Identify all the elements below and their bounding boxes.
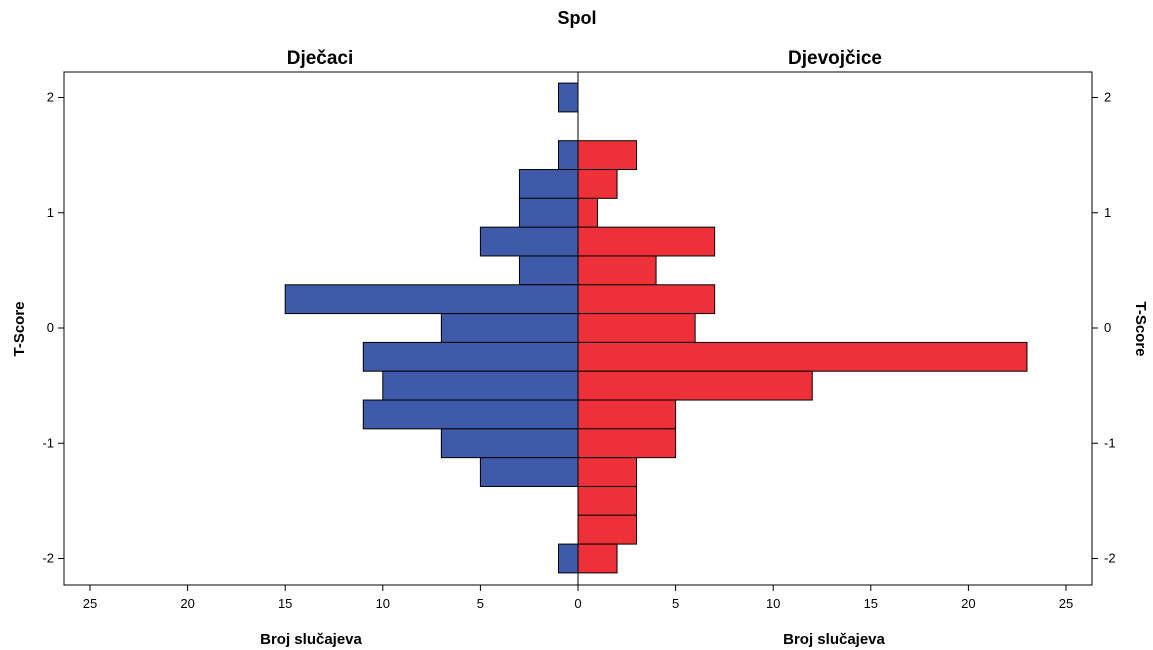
x-tick-label: 5 bbox=[477, 596, 484, 611]
x-tick-label: 20 bbox=[180, 596, 194, 611]
axes-group: 2 21 10 0-1 -1-2 -225 20 15 10 5 0 5 10 15 20 25 bbox=[42, 72, 1116, 611]
x-tick-label: 10 bbox=[376, 596, 390, 611]
y-tick-label-left: 1 bbox=[47, 205, 54, 220]
bar-right-2 bbox=[577, 169, 618, 199]
y-tick-label-left: -1 bbox=[42, 435, 54, 450]
x-tick-label: 25 bbox=[1059, 596, 1073, 611]
bar-right-13 bbox=[577, 485, 638, 516]
bar-right-1 bbox=[577, 140, 638, 171]
bar-left-0 bbox=[557, 82, 579, 113]
bar-left-11 bbox=[440, 428, 579, 459]
bars-group bbox=[284, 82, 1028, 574]
y-tick-label-right: -2 bbox=[1104, 551, 1116, 566]
bar-left-9 bbox=[382, 370, 579, 401]
panel-title-right: Djevojčice bbox=[788, 48, 882, 69]
y-tick-label-right: -1 bbox=[1104, 435, 1116, 450]
chart-title: Spol bbox=[558, 8, 597, 28]
x-tick-label: 25 bbox=[83, 596, 97, 611]
bar-left-8 bbox=[362, 341, 579, 372]
y-tick-label-left: 2 bbox=[47, 90, 54, 105]
x-tick-label: 15 bbox=[278, 596, 292, 611]
bar-left-7 bbox=[440, 313, 579, 343]
bar-left-12 bbox=[479, 457, 579, 487]
bar-left-4 bbox=[479, 226, 579, 257]
bar-right-12 bbox=[577, 457, 638, 487]
y-axis-title-left: T-Score bbox=[11, 301, 28, 356]
bar-right-10 bbox=[577, 399, 677, 430]
x-tick-label: 20 bbox=[961, 596, 975, 611]
x-axis-title-left: Broj slučajeva bbox=[260, 631, 362, 648]
bar-right-8 bbox=[577, 341, 1028, 372]
y-tick-label-left: 0 bbox=[47, 320, 54, 335]
x-axis-title-right: Broj slučajeva bbox=[783, 631, 885, 648]
bar-right-7 bbox=[577, 313, 696, 343]
bar-left-6 bbox=[284, 284, 579, 315]
bar-right-9 bbox=[577, 370, 813, 401]
y-tick-label-right: 2 bbox=[1104, 90, 1111, 105]
x-tick-label: 5 bbox=[672, 596, 679, 611]
y-tick-label-right: 1 bbox=[1104, 205, 1111, 220]
bar-left-5 bbox=[518, 255, 579, 286]
y-tick-label-right: 0 bbox=[1104, 320, 1111, 335]
panel-title-left: Dječaci bbox=[287, 48, 354, 69]
bar-right-3 bbox=[577, 197, 599, 228]
bar-right-11 bbox=[577, 428, 677, 459]
bar-left-3 bbox=[518, 197, 579, 228]
bar-right-5 bbox=[577, 255, 657, 286]
x-tick-label: 15 bbox=[864, 596, 878, 611]
bar-right-4 bbox=[577, 226, 716, 257]
y-tick-label-left: -2 bbox=[42, 551, 54, 566]
x-tick-label: 10 bbox=[766, 596, 780, 611]
bar-left-15 bbox=[557, 543, 579, 574]
bar-left-1 bbox=[557, 140, 579, 171]
bar-left-2 bbox=[518, 169, 579, 199]
x-tick-label: 0 bbox=[574, 596, 581, 611]
bar-left-10 bbox=[362, 399, 579, 430]
bar-right-15 bbox=[577, 543, 618, 574]
y-axis-title-right: T-Score bbox=[1132, 301, 1149, 356]
bar-right-6 bbox=[577, 284, 716, 315]
bar-right-14 bbox=[577, 514, 638, 545]
